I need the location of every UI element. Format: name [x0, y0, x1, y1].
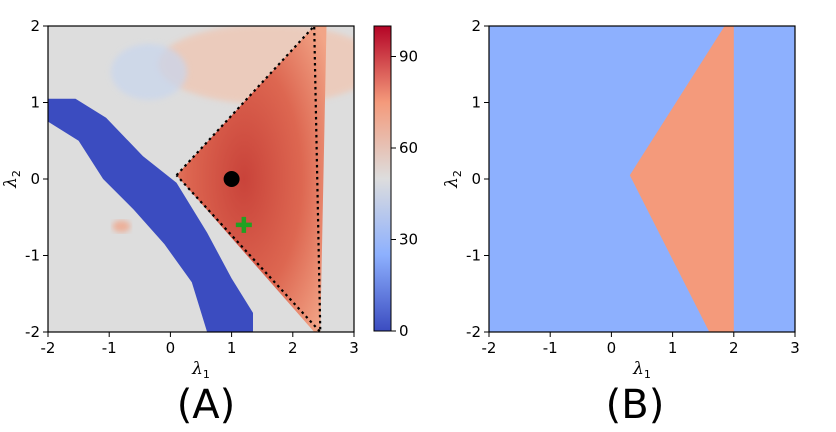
colorbar-ticks: 0 30 60 90 — [391, 48, 418, 340]
black-dot-marker — [223, 171, 240, 187]
y-tick-label: 0 — [30, 170, 40, 188]
x-tick-label: 0 — [166, 339, 176, 357]
x-tick-label: -2 — [482, 339, 497, 357]
cool-haze-region — [110, 43, 187, 100]
x-axis: -2 -1 0 1 2 3 — [482, 332, 800, 357]
y-tick-label: 1 — [30, 94, 40, 112]
y-tick-label: -2 — [466, 323, 481, 341]
x-axis-label: λ1 — [191, 359, 210, 381]
x-tick-label: 2 — [288, 339, 298, 357]
orange-region — [629, 26, 734, 332]
y-tick-label: 2 — [471, 17, 481, 35]
y-axis-label: λ2 — [1, 170, 23, 189]
low-value-band — [48, 98, 253, 332]
y-axis: -2 -1 0 1 2 — [25, 17, 48, 341]
x-tick-label: -2 — [41, 339, 56, 357]
panel-b: -2 -1 0 1 2 3 -2 -1 0 1 2 λ1 λ2 (B) — [442, 17, 800, 428]
colorbar-tick-label: 0 — [399, 322, 409, 340]
colorbar: 0 30 60 90 — [373, 25, 418, 340]
y-tick-label: 1 — [471, 94, 481, 112]
dotted-boundary — [175, 26, 322, 332]
high-value-region — [176, 26, 327, 332]
y-tick-label: -1 — [25, 247, 40, 265]
x-axis: -2 -1 0 1 2 3 — [41, 332, 359, 357]
colorbar-tick-label: 60 — [399, 139, 418, 157]
colorbar-gradient — [373, 25, 392, 332]
panel-label-b: (B) — [606, 382, 665, 428]
x-tick-label: 2 — [729, 339, 739, 357]
colorbar-tick-label: 90 — [399, 48, 418, 66]
panel-label-a: (A) — [177, 382, 236, 428]
x-tick-label: 0 — [607, 339, 617, 357]
region-plot-area — [489, 26, 795, 332]
y-tick-label: 0 — [471, 170, 481, 188]
x-tick-label: 3 — [349, 339, 359, 357]
panel-a: -2 -1 0 1 2 3 -2 -1 0 1 2 λ1 λ2 0 30 60 90 (A) — [1, 17, 418, 428]
x-tick-label: -1 — [102, 339, 117, 357]
x-axis-label: λ1 — [632, 359, 651, 381]
green-cross-marker — [235, 216, 252, 233]
x-tick-label: -1 — [543, 339, 558, 357]
heatmap-area — [48, 26, 354, 332]
y-tick-label: -1 — [466, 247, 481, 265]
x-tick-label: 1 — [227, 339, 237, 357]
y-axis: -2 -1 0 1 2 — [466, 17, 489, 341]
x-tick-label: 1 — [668, 339, 678, 357]
y-axis-label: λ2 — [442, 170, 464, 189]
x-tick-label: 3 — [790, 339, 800, 357]
warm-spot — [112, 220, 131, 233]
y-tick-label: 2 — [30, 17, 40, 35]
y-tick-label: -2 — [25, 323, 40, 341]
colorbar-tick-label: 30 — [399, 231, 418, 249]
